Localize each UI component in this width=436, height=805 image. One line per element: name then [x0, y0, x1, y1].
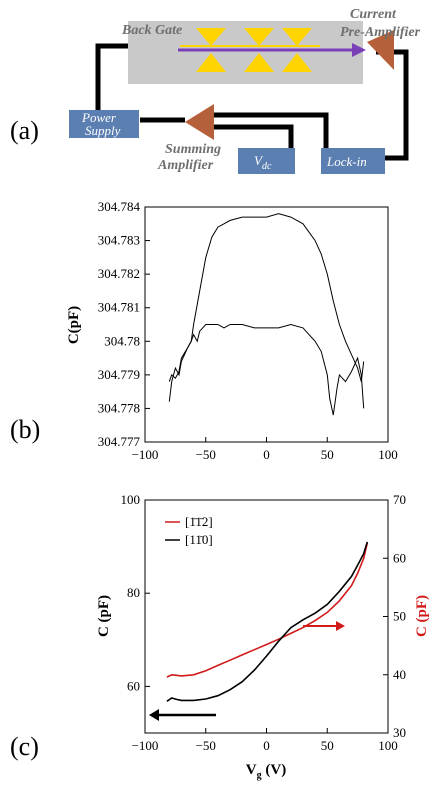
wire-lockin-to-summing: [212, 112, 329, 148]
panel-label-b: (b): [10, 415, 40, 444]
chart-b-xtick-label: −100: [132, 447, 159, 462]
chart-c-frame: [144, 499, 389, 734]
chart-c-series: [166, 541, 369, 702]
current-preamp-label-2: Pre-Amplifier: [340, 25, 421, 40]
chart-c-ylabel-right: C (pF): [414, 595, 430, 637]
chart-b-x-ticks: −100 −50 0 50 100: [132, 437, 398, 462]
panel-label-a: (a): [10, 116, 39, 145]
chart-c-legend: [1̄1̄2] [11̄0]: [165, 514, 213, 547]
chart-c-ytick-right-label: 40: [393, 667, 406, 682]
chart-b-series-line-1: [168, 323, 365, 416]
vdc-label: Vdc: [254, 153, 272, 172]
power-supply-label-1: Power: [81, 110, 117, 125]
chart-b-ylabel: C(pF): [66, 306, 82, 344]
chart-b-xtick-label: 0: [263, 447, 270, 462]
chart-c-ylabel-left: C (pF): [96, 595, 112, 637]
panel-label-c: (c): [10, 732, 39, 761]
chart-b-ytick-label: 304.782: [98, 266, 140, 281]
chart-b-ytick-label: 304.781: [98, 300, 140, 315]
chart-b-ytick-label: 304.778: [98, 400, 140, 415]
schematic: Back Gate Current Pre-Amplifier Power Su…: [69, 7, 421, 174]
chart-c-xtick-label: −100: [132, 738, 159, 753]
chart-b-ytick-label: 304.78: [104, 333, 140, 348]
left-axis-arrow: [149, 709, 216, 721]
chart-b-xtick-label: 100: [378, 447, 398, 462]
chart-c-xtick-label: −50: [196, 738, 216, 753]
power-supply-label-2: Supply: [85, 123, 121, 138]
chart-c: 60 80 100 30 40 50 60 70 −100 −50 0 50 100 [1̄1̄2]…: [96, 492, 430, 781]
summing-amp-label-1: Summing: [165, 142, 221, 157]
chart-b-ytick-label: 304.783: [98, 233, 140, 248]
chart-b-y-ticks: 304.777 304.778 304.779 304.78 304.781 304.78…: [98, 199, 150, 449]
current-arrow-head: [352, 43, 366, 57]
chart-c-xlabel: Vg (V): [246, 762, 286, 781]
power-supply-box: [69, 110, 139, 138]
chart-c-xtick-label: 0: [263, 738, 270, 753]
chart-c-y-ticks-right: 30 40 50 60 70: [383, 492, 406, 740]
back-gate-label: Back Gate: [121, 23, 182, 38]
chart-c-xtick-label: 50: [321, 738, 334, 753]
chart-b-frame: [144, 206, 389, 443]
contact-triangles: [196, 28, 312, 72]
chart-c-series-line-0: [166, 542, 369, 678]
chart-b: 304.777 304.778 304.779 304.78 304.781 304.78…: [66, 199, 398, 462]
summing-amp-label-2: Amplifier: [157, 158, 214, 173]
chart-b-series-line-0: [168, 213, 365, 402]
legend-label-red: [1̄1̄2]: [185, 514, 213, 529]
chart-c-ytick-right-label: 30: [393, 725, 406, 740]
chart-b-ytick-label: 304.777: [98, 434, 141, 449]
chart-b-xtick-label: −50: [196, 447, 216, 462]
lockin-box: [321, 148, 385, 174]
chart-c-x-ticks: −100 −50 0 50 100: [132, 728, 398, 753]
chart-c-ytick-left-label: 80: [127, 585, 140, 600]
wire-vdc-to-summing: [212, 124, 294, 148]
vdc-box: [238, 148, 295, 174]
wire-backgate-to-power: [95, 43, 130, 112]
lockin-label: Lock-in: [326, 154, 367, 169]
right-axis-arrow: [303, 621, 345, 631]
current-preamp: [367, 30, 394, 70]
device-chip: [128, 21, 363, 84]
chart-b-ytick-label: 304.784: [98, 199, 141, 214]
chart-c-ytick-left-label: 100: [121, 492, 141, 507]
chart-c-ytick-right-label: 70: [393, 492, 406, 507]
chart-b-xtick-label: 50: [321, 447, 334, 462]
chart-c-y-ticks-left: 60 80 100: [121, 492, 150, 693]
wire-preamp-to-lockin: [376, 49, 409, 161]
chart-b-series: [168, 213, 365, 416]
chart-c-ytick-left-label: 60: [127, 678, 140, 693]
current-preamp-label-1: Current: [350, 7, 397, 22]
chart-c-ytick-right-label: 50: [393, 609, 406, 624]
summing-amplifier: [185, 104, 214, 140]
chart-c-series-line-1: [166, 541, 369, 702]
chart-b-ytick-label: 304.779: [98, 367, 140, 382]
chart-c-xtick-label: 100: [378, 738, 398, 753]
chart-c-ytick-right-label: 60: [393, 550, 406, 565]
legend-label-black: [11̄0]: [185, 532, 213, 547]
